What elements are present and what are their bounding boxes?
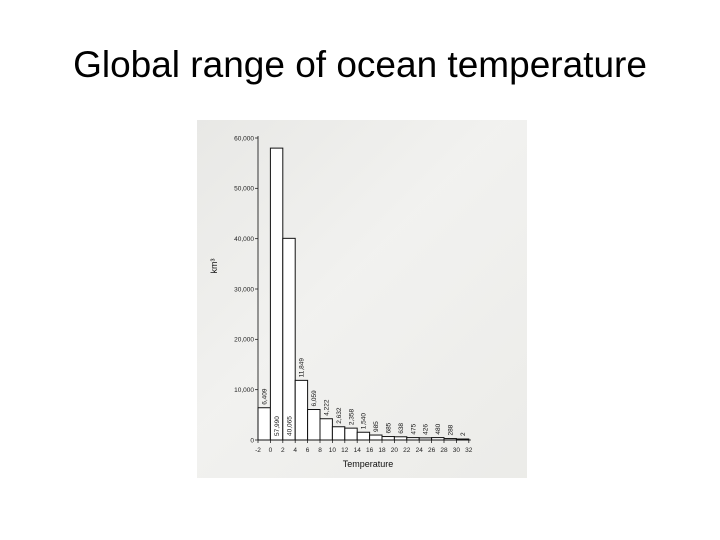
bar-value-label: 288: [448, 424, 455, 435]
x-tick-label: 2: [281, 447, 285, 454]
bar: [431, 437, 445, 441]
bar-value-label: 57,990: [274, 416, 281, 436]
x-tick-label: 4: [293, 447, 297, 454]
bar: [269, 147, 284, 441]
y-axis-label: km³: [209, 259, 219, 274]
bar: [307, 409, 321, 441]
bar: [455, 438, 470, 441]
bar-value-label: 2: [460, 432, 467, 436]
bar: [319, 418, 333, 441]
x-axis-label: Temperature: [343, 459, 394, 469]
bar: [257, 407, 271, 441]
bar-value-label: 6,059: [311, 390, 318, 407]
x-tick-label: 14: [354, 447, 362, 454]
bar: [331, 426, 346, 441]
slide-title: Global range of ocean temperature: [73, 44, 647, 85]
y-tick-label: 0: [250, 437, 254, 444]
x-tick-label: 20: [391, 447, 399, 454]
bar: [406, 437, 420, 441]
bar-value-label: 475: [410, 423, 417, 434]
y-tick-label: 30,000: [234, 286, 254, 293]
x-tick-label: 8: [318, 447, 322, 454]
bar-value-label: 2,358: [348, 408, 355, 425]
bar-value-label: 985: [373, 421, 380, 432]
bar-value-label: 6,409: [262, 388, 269, 405]
bar-value-label: 11,849: [299, 358, 306, 378]
bar: [282, 237, 296, 441]
bar-value-label: 685: [386, 422, 393, 433]
bar: [294, 379, 309, 441]
y-tick-label: 40,000: [234, 236, 254, 243]
x-tick-label: 32: [465, 447, 473, 454]
bar-value-label: 1,540: [361, 413, 368, 430]
x-tick-label: 12: [341, 447, 349, 454]
y-tick-label: 20,000: [234, 337, 254, 344]
bar: [393, 436, 408, 441]
x-tick-label: 30: [453, 447, 461, 454]
x-tick-label: -2: [255, 447, 261, 454]
bar: [381, 436, 395, 441]
x-tick-label: 0: [269, 447, 273, 454]
x-tick-label: 22: [403, 447, 411, 454]
bar-value-label: 4,222: [324, 399, 331, 416]
bar-value-label: 426: [423, 424, 430, 435]
x-tick-label: 28: [440, 447, 448, 454]
bar: [356, 431, 371, 441]
bar-value-label: 40,065: [286, 416, 293, 436]
y-tick-label: 10,000: [234, 387, 254, 394]
bar: [418, 437, 433, 441]
y-tick-label: 60,000: [234, 135, 254, 142]
x-tick-label: 24: [416, 447, 424, 454]
x-tick-label: 16: [366, 447, 374, 454]
bar: [369, 434, 383, 441]
scanned-figure-background: [197, 120, 527, 478]
bar-value-label: 638: [398, 423, 405, 434]
x-tick-label: 18: [378, 447, 386, 454]
x-tick-label: 10: [329, 447, 337, 454]
x-tick-label: 6: [306, 447, 310, 454]
x-tick-label: 26: [428, 447, 436, 454]
bar-value-label: 2,632: [336, 407, 343, 424]
y-tick-label: 50,000: [234, 186, 254, 193]
scan-texture: [197, 120, 527, 478]
bar: [344, 427, 358, 441]
bar: [443, 438, 457, 441]
bar-value-label: 480: [435, 423, 442, 434]
